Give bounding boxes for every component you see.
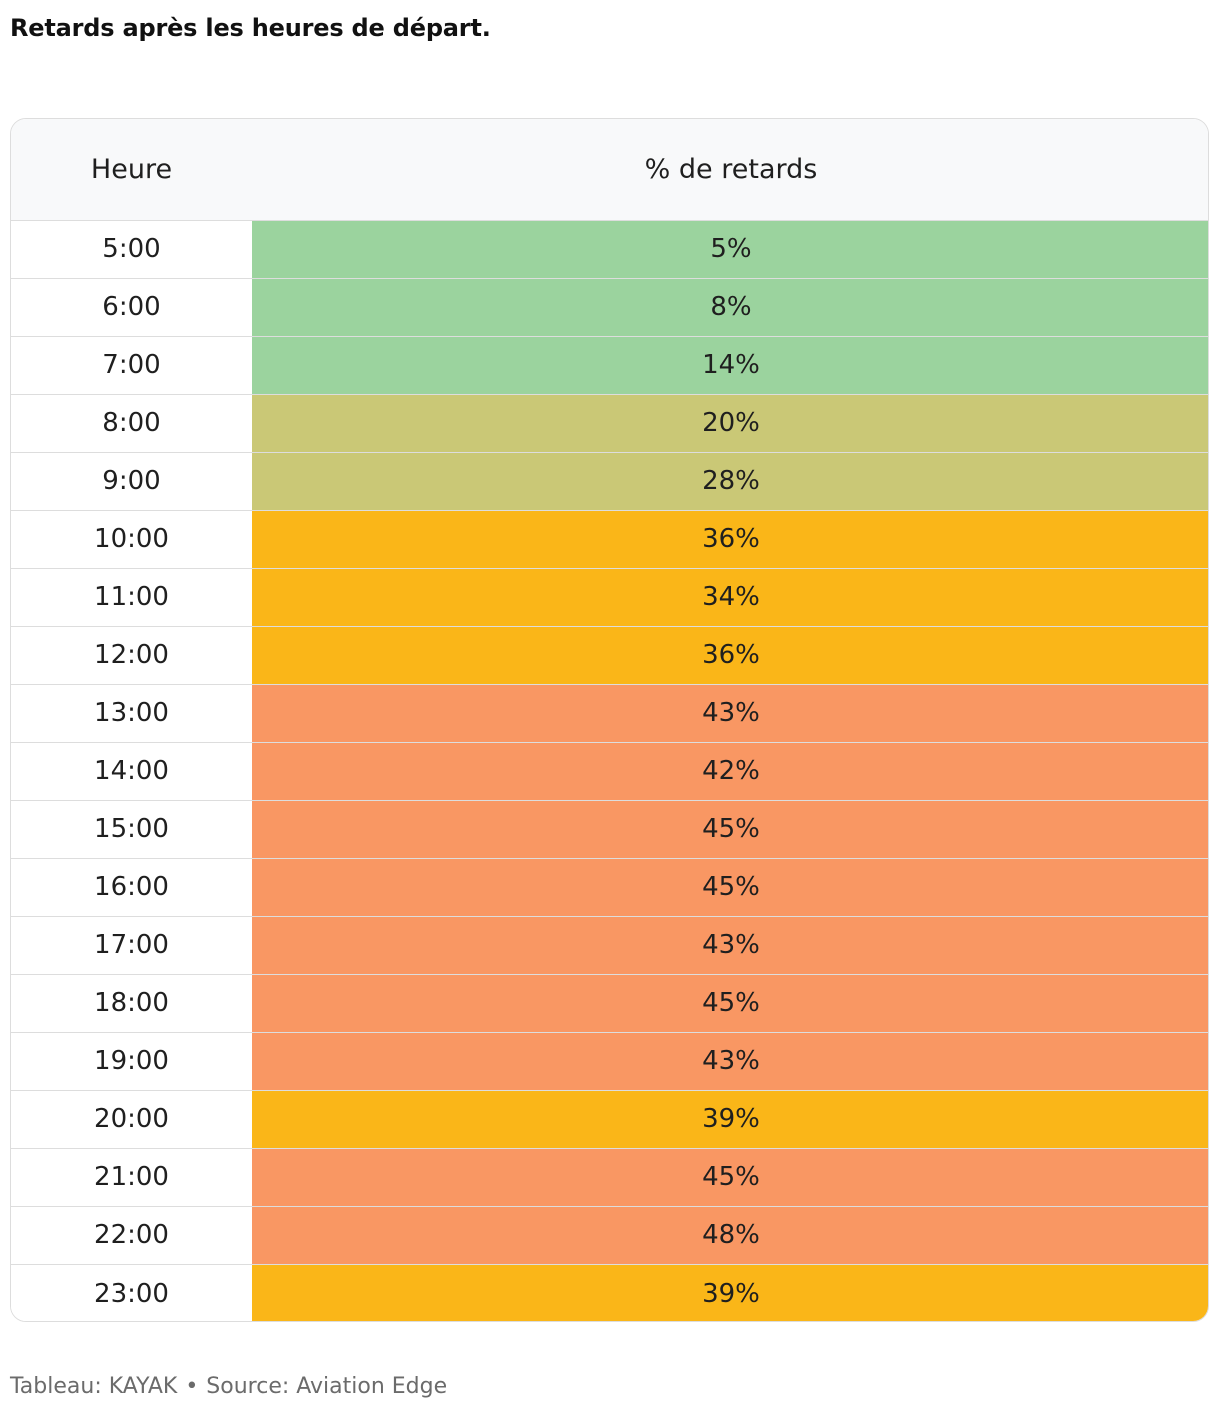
table-row: 19:00 43% <box>11 1033 1208 1091</box>
delay-percent-cell: 8% <box>252 279 1208 336</box>
delay-percent-cell: 36% <box>252 511 1208 568</box>
hour-cell: 13:00 <box>11 685 252 742</box>
hour-cell: 17:00 <box>11 917 252 974</box>
header-delay-percent: % de retards <box>644 154 818 185</box>
chart-footer: Tableau: KAYAK • Source: Aviation Edge <box>10 1374 447 1399</box>
hour-cell: 9:00 <box>11 453 252 510</box>
delay-table: Heure % de retards 5:00 5% 6:00 8% 7:00 14% 8:… <box>10 118 1209 1322</box>
delay-percent-cell: 14% <box>252 337 1208 394</box>
delay-percent-cell: 20% <box>252 395 1208 452</box>
delay-percent-cell: 39% <box>252 1091 1208 1148</box>
table-body: 5:00 5% 6:00 8% 7:00 14% 8:00 20% 9:00 28% 10:00 36… <box>11 221 1208 1321</box>
table-row: 22:00 48% <box>11 1207 1208 1265</box>
table-row: 20:00 39% <box>11 1091 1208 1149</box>
table-row: 21:00 45% <box>11 1149 1208 1207</box>
table-row: 17:00 43% <box>11 917 1208 975</box>
table-row: 18:00 45% <box>11 975 1208 1033</box>
delay-percent-cell: 39% <box>252 1265 1208 1321</box>
hour-cell: 15:00 <box>11 801 252 858</box>
hour-cell: 11:00 <box>11 569 252 626</box>
hour-cell: 19:00 <box>11 1033 252 1090</box>
hour-cell: 12:00 <box>11 627 252 684</box>
delay-percent-cell: 28% <box>252 453 1208 510</box>
hour-cell: 16:00 <box>11 859 252 916</box>
table-row: 12:00 36% <box>11 627 1208 685</box>
table-row: 14:00 42% <box>11 743 1208 801</box>
hour-cell: 18:00 <box>11 975 252 1032</box>
table-row: 15:00 45% <box>11 801 1208 859</box>
footer-source: Source: Aviation Edge <box>206 1374 448 1399</box>
hour-cell: 6:00 <box>11 279 252 336</box>
delay-percent-cell: 43% <box>252 685 1208 742</box>
footer-separator: • <box>185 1374 199 1399</box>
hour-cell: 23:00 <box>11 1265 252 1321</box>
delay-percent-cell: 45% <box>252 801 1208 858</box>
chart-title: Retards après les heures de départ. <box>10 14 491 42</box>
table-row: 8:00 20% <box>11 395 1208 453</box>
footer-credit: Tableau: KAYAK <box>10 1374 178 1399</box>
delay-percent-cell: 34% <box>252 569 1208 626</box>
delay-percent-cell: 43% <box>252 917 1208 974</box>
delay-percent-cell: 45% <box>252 859 1208 916</box>
delay-percent-cell: 5% <box>252 221 1208 278</box>
header-hour: Heure <box>90 154 173 185</box>
hour-cell: 22:00 <box>11 1207 252 1264</box>
table-row: 16:00 45% <box>11 859 1208 917</box>
delay-percent-cell: 45% <box>252 975 1208 1032</box>
table-row: 9:00 28% <box>11 453 1208 511</box>
hour-cell: 7:00 <box>11 337 252 394</box>
table-row: 7:00 14% <box>11 337 1208 395</box>
table-row: 13:00 43% <box>11 685 1208 743</box>
table-row: 5:00 5% <box>11 221 1208 279</box>
hour-cell: 14:00 <box>11 743 252 800</box>
hour-cell: 21:00 <box>11 1149 252 1206</box>
table-row: 6:00 8% <box>11 279 1208 337</box>
hour-cell: 5:00 <box>11 221 252 278</box>
delay-percent-cell: 42% <box>252 743 1208 800</box>
hour-cell: 20:00 <box>11 1091 252 1148</box>
delay-percent-cell: 45% <box>252 1149 1208 1206</box>
table-header: Heure % de retards <box>11 119 1208 221</box>
table-row: 10:00 36% <box>11 511 1208 569</box>
delay-percent-cell: 36% <box>252 627 1208 684</box>
hour-cell: 10:00 <box>11 511 252 568</box>
delay-percent-cell: 43% <box>252 1033 1208 1090</box>
hour-cell: 8:00 <box>11 395 252 452</box>
table-row: 11:00 34% <box>11 569 1208 627</box>
table-row: 23:00 39% <box>11 1265 1208 1321</box>
delay-percent-cell: 48% <box>252 1207 1208 1264</box>
